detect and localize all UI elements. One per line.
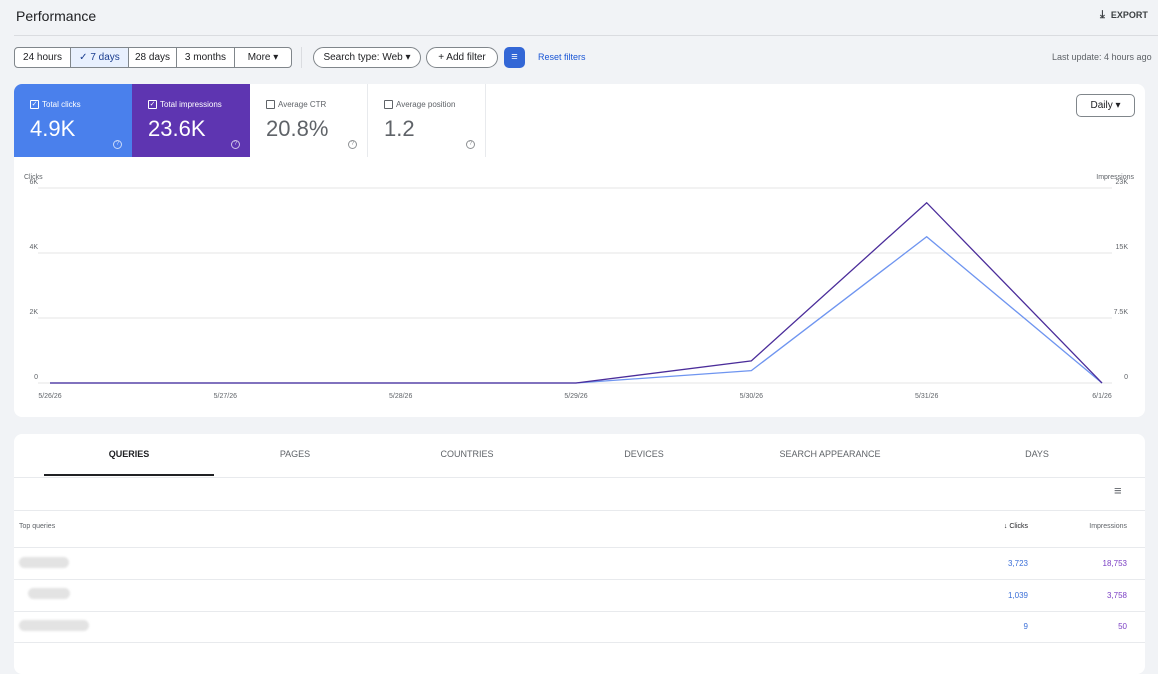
column-header-label: Clicks (1009, 523, 1028, 530)
checkbox-checked: ✓ (148, 100, 157, 109)
metric-card[interactable]: Average position 1.2 ? (368, 84, 486, 157)
more-button[interactable]: More ▾ (235, 47, 292, 68)
metric-card[interactable]: ✓ Total impressions 23.6K ? (132, 84, 250, 157)
clicks-cell: 1,039 (1007, 591, 1028, 600)
divider (14, 547, 1145, 548)
metric-label: Total impressions (160, 100, 222, 109)
granularity-label: Daily (1090, 100, 1113, 111)
page-title: Performance (16, 8, 97, 24)
series-line (50, 235, 1103, 384)
divider (14, 35, 1158, 36)
x-tick-label: 5/30/26 (740, 393, 763, 400)
add-filter-button[interactable]: + Add filter (426, 47, 498, 68)
search-type-label: Search type: Web (323, 52, 403, 63)
range-label: 7 days (90, 52, 120, 63)
x-tick-label: 5/28/26 (389, 393, 412, 400)
y2-tick-label: 15K (1116, 244, 1129, 251)
x-tick-label: 5/26/26 (38, 393, 61, 400)
metric-value: 1.2 (384, 116, 415, 141)
check-icon: ✓ (79, 52, 91, 63)
download-icon: ⤓ (1100, 9, 1105, 21)
help-icon: ? (348, 140, 357, 149)
redacted-query (19, 557, 69, 568)
y2-tick-label: 0 (1124, 374, 1128, 381)
column-header: Top queries (19, 523, 56, 530)
help-icon: ? (466, 140, 475, 149)
metric-card[interactable]: ✓ Total clicks 4.9K ? (14, 84, 132, 157)
more-label: More (247, 52, 271, 63)
metric-label: Average position (396, 100, 456, 109)
y2-axis-title: Impressions (1096, 174, 1134, 181)
clicks-cell: 3,723 (1007, 559, 1028, 568)
x-tick-label: 5/29/26 (564, 393, 587, 400)
dropdown-icon: ▾ (1112, 100, 1121, 111)
sort-arrow: ↓ (1003, 523, 1010, 530)
y2-tick-label: 7.5K (1114, 309, 1129, 316)
filter-icon-button[interactable]: ≡ (504, 47, 525, 68)
checkbox-checked: ✓ (30, 100, 39, 109)
search-type-button[interactable]: Search type: Web ▾ (313, 47, 421, 68)
divider (14, 510, 1145, 511)
checkbox (384, 100, 393, 109)
x-tick-label: 5/31/26 (915, 393, 938, 400)
y-tick-label: 6K (29, 179, 38, 186)
tab[interactable]: PAGES (279, 449, 311, 459)
divider (14, 579, 1145, 580)
metric-card[interactable]: Average CTR 20.8% ? (250, 84, 368, 157)
column-header[interactable]: Impressions (1089, 523, 1127, 530)
tab[interactable]: COUNTRIES (440, 449, 494, 459)
metric-value: 4.9K (30, 116, 76, 141)
dropdown-icon: ▾ (270, 52, 279, 63)
table-filter-icon[interactable]: ≡ (1114, 483, 1122, 498)
metric-value: 23.6K (148, 116, 206, 141)
tab-underline (44, 474, 214, 476)
divider (14, 642, 1145, 643)
y-tick-label: 4K (29, 244, 38, 251)
last-update: Last update: 4 hours ago (1052, 52, 1152, 62)
tab[interactable]: SEARCH APPEARANCE (779, 449, 881, 459)
series-line (50, 201, 1103, 384)
x-tick-label: 5/27/26 (214, 393, 237, 400)
divider (14, 611, 1145, 612)
y2-tick-label: 23K (1116, 179, 1129, 186)
y-axis-title: Clicks (24, 174, 43, 181)
checkbox (266, 100, 275, 109)
table-card (14, 434, 1145, 674)
range-button[interactable]: 28 days (129, 47, 177, 68)
export-button[interactable]: ⤓ EXPORT (1100, 9, 1148, 22)
plus-icon: + (438, 52, 447, 63)
column-header-sorted[interactable]: ↓ Clicks (1004, 523, 1028, 530)
metric-label: Total clicks (42, 100, 81, 109)
page: {"header": {"title": "Performance", "exp… (14, 8, 1158, 674)
help-icon: ? (231, 140, 240, 149)
help-icon: ? (113, 140, 122, 149)
metric-label: Average CTR (278, 100, 327, 109)
chart: Clicks Impressions 0 2K 4K 6K 0 7.5K 15K 23K 5/2… (24, 174, 1135, 400)
y-tick-label: 2K (29, 309, 38, 316)
tab[interactable]: DAYS (1025, 449, 1049, 459)
dropdown-icon: ▾ (402, 52, 411, 63)
metric-value: 20.8% (266, 116, 329, 141)
impressions-cell: 18,753 (1102, 559, 1127, 568)
range-button[interactable]: 24 hours (14, 47, 71, 68)
reset-filters-link[interactable]: Reset filters (538, 52, 586, 62)
clicks-cell: 9 (1023, 622, 1028, 631)
granularity-dropdown[interactable]: Daily ▾ (1076, 94, 1135, 117)
redacted-query (19, 620, 89, 631)
divider (14, 477, 1145, 478)
separator (301, 47, 302, 68)
impressions-cell: 50 (1118, 622, 1127, 631)
range-button[interactable]: 3 months (177, 47, 235, 68)
tab[interactable]: DEVICES (624, 449, 664, 459)
add-filter-label: Add filter (446, 52, 486, 63)
range-button-selected[interactable]: ✓ 7 days (71, 47, 129, 68)
export-label: EXPORT (1110, 10, 1148, 20)
x-tick-label: 6/1/26 (1092, 393, 1112, 400)
redacted-query (28, 588, 70, 599)
tab-selected[interactable]: QUERIES (108, 449, 150, 459)
y-tick-label: 0 (34, 374, 38, 381)
impressions-cell: 3,758 (1106, 591, 1127, 600)
